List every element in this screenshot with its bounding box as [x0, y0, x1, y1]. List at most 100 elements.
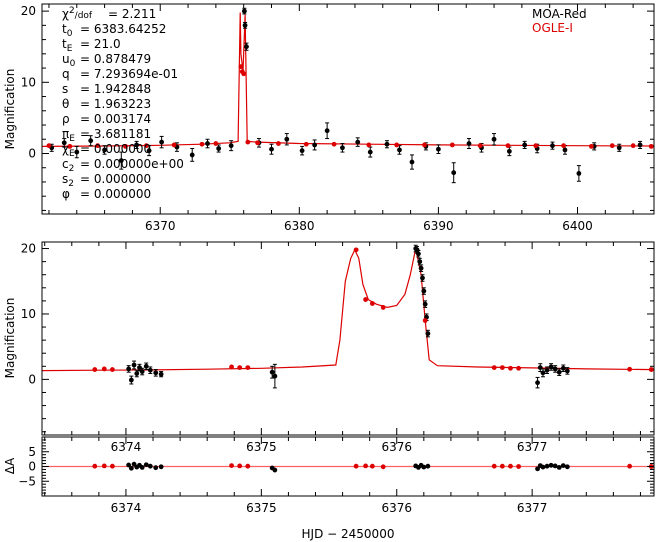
data-point [422, 318, 428, 323]
data-point [409, 159, 415, 165]
data-point [422, 301, 428, 307]
data-point [516, 365, 522, 371]
data-point [380, 305, 386, 310]
data-point [143, 143, 149, 149]
data-point [544, 463, 550, 469]
data-point [380, 464, 386, 470]
data-point [245, 365, 251, 371]
data-point [139, 369, 145, 374]
data-point [425, 331, 431, 336]
series-moa-red [126, 461, 570, 473]
data-point [576, 171, 582, 176]
y-tick-label: 10 [21, 75, 36, 89]
data-point [312, 142, 318, 148]
x-tick-label: 6375 [246, 501, 277, 515]
series-ogle-i [92, 247, 654, 372]
data-point [516, 464, 522, 469]
data-point [237, 463, 243, 469]
data-point [499, 463, 505, 469]
data-point [146, 148, 152, 154]
data-point [535, 380, 540, 386]
panel-middle: 6374 6375 6376 6377 0 10 20 Magnification [3, 241, 655, 454]
data-point [637, 142, 643, 148]
data-point [425, 463, 431, 469]
x-tick-label: 6380 [284, 219, 315, 233]
param-s-value: = 1.942848 [80, 82, 151, 96]
param-theta-label: θ [62, 97, 69, 111]
data-point [131, 362, 137, 368]
param-t0-value: = 6383.64252 [80, 22, 166, 36]
data-point [147, 463, 153, 469]
data-point [550, 143, 555, 149]
data-point [353, 247, 359, 253]
top-ticks: 6370 6380 6390 6400 0 10 20 [21, 4, 654, 233]
data-point [74, 149, 80, 155]
data-point [548, 364, 554, 370]
top-frame [41, 3, 655, 215]
data-point [616, 145, 622, 151]
data-point [367, 149, 373, 155]
x-axis-label: HJD − 2450000 [302, 527, 395, 541]
data-point [540, 464, 546, 470]
data-point [418, 265, 424, 271]
data-point [363, 297, 369, 302]
param-chi2-label: χ2/dof [62, 6, 93, 21]
data-point [562, 147, 568, 153]
data-point [92, 463, 98, 469]
data-point [548, 462, 554, 468]
data-point [147, 367, 153, 373]
data-point [324, 128, 330, 134]
data-point [242, 22, 248, 28]
data-point [477, 143, 483, 149]
data-point [491, 136, 497, 142]
data-point [560, 463, 566, 469]
data-point [102, 147, 107, 153]
data-point [506, 148, 512, 154]
data-point [143, 363, 149, 369]
data-point [422, 142, 427, 148]
param-chie-value: = 0.000000 [80, 142, 151, 156]
y-tick-label: −5 [18, 474, 36, 488]
legend-ogle-i: OGLE-I [532, 21, 573, 35]
data-point [366, 142, 372, 148]
data-point [384, 141, 390, 147]
data-point [158, 371, 164, 377]
data-point [245, 139, 251, 145]
data-point [353, 463, 359, 469]
residual-plot-area [42, 461, 654, 473]
data-point [421, 464, 427, 470]
data-point [128, 465, 134, 471]
data-point [466, 141, 472, 146]
param-te-label: tE [62, 37, 73, 54]
data-point [284, 136, 290, 142]
data-point [134, 371, 140, 376]
data-point [216, 146, 222, 151]
data-point [627, 366, 633, 372]
data-point [159, 139, 165, 145]
data-point [110, 367, 115, 372]
data-point [552, 366, 558, 372]
data-point [255, 140, 260, 146]
data-point [46, 143, 52, 149]
x-tick-label: 6374 [111, 440, 142, 454]
param-q-value: = 7.293694e-01 [80, 67, 178, 81]
data-point [363, 463, 369, 469]
data-point [229, 364, 234, 370]
data-point [420, 275, 425, 281]
data-point [199, 141, 205, 147]
data-point [128, 377, 134, 383]
data-point [299, 148, 305, 154]
data-point [369, 301, 375, 306]
x-tick-label: 6374 [111, 501, 142, 515]
model-curve [42, 248, 654, 372]
data-point [589, 143, 594, 149]
legend: MOA-Red OGLE-I [532, 7, 587, 35]
fit-parameters: χ2/dof = 2.211 t0 = 6383.64252 tE = 21.0… [62, 6, 184, 201]
data-point [95, 143, 101, 149]
data-point [394, 142, 400, 148]
data-point [627, 463, 633, 469]
param-chi2-value: = 2.211 [108, 7, 156, 21]
x-tick-label: 6390 [423, 219, 454, 233]
data-point [416, 251, 421, 257]
data-point [369, 463, 375, 469]
